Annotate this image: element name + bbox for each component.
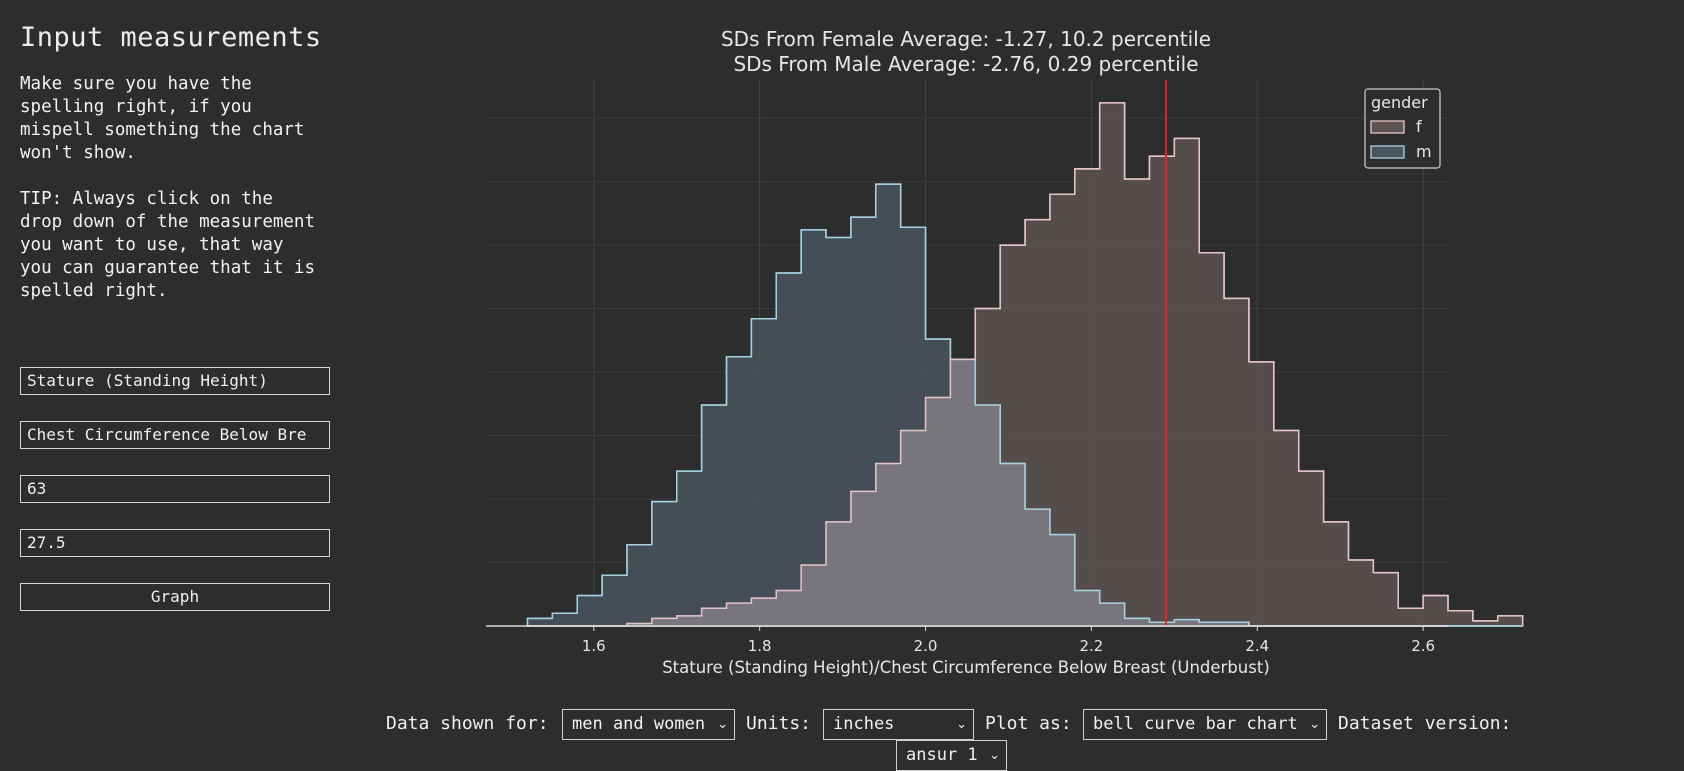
histogram-bars bbox=[526, 80, 1524, 627]
page-title: Input measurements bbox=[20, 22, 322, 53]
chevron-down-icon: ⌄ bbox=[956, 717, 967, 732]
histogram-chart: SDs From Female Average: -1.27, 10.2 per… bbox=[486, 27, 1524, 677]
legend-swatch-f bbox=[1370, 120, 1405, 134]
chevron-down-icon: ⌄ bbox=[1309, 717, 1320, 732]
plot-as-label: Plot as: bbox=[985, 713, 1072, 734]
legend-swatch-m bbox=[1370, 145, 1405, 159]
x-axis: 1.6 1.8 2.0 2.2 2.4 2.6 bbox=[486, 625, 1448, 655]
chevron-down-icon: ⌄ bbox=[717, 717, 728, 732]
value-2-input[interactable]: 27.5 bbox=[20, 529, 330, 557]
data-shown-select[interactable]: men and women ⌄ bbox=[562, 709, 735, 740]
units-value: inches bbox=[833, 714, 895, 734]
graph-button[interactable]: Graph bbox=[20, 583, 330, 611]
chart-title-line-1: SDs From Female Average: -1.27, 10.2 per… bbox=[721, 27, 1211, 51]
value-1-input[interactable]: 63 bbox=[20, 475, 330, 503]
chart-grid bbox=[486, 80, 1448, 626]
units-label: Units: bbox=[746, 713, 812, 734]
chart-title-line-2: SDs From Male Average: -2.76, 0.29 perce… bbox=[733, 52, 1198, 76]
plot-as-select[interactable]: bell curve bar chart ⌄ bbox=[1083, 709, 1327, 740]
help-text: Make sure you have the spelling right, i… bbox=[20, 74, 316, 301]
dataset-version-value: ansur 1 bbox=[906, 745, 978, 765]
legend-label-m: m bbox=[1416, 142, 1432, 161]
x-tick-label: 2.4 bbox=[1245, 637, 1269, 655]
plot-controls: Data shown for: men and women ⌄ Units: i… bbox=[0, 709, 1684, 771]
histogram-outline-f bbox=[527, 102, 1524, 627]
histogram-overlap bbox=[527, 359, 1523, 626]
x-tick-label: 2.2 bbox=[1079, 637, 1103, 655]
chart-legend[interactable]: gender f m bbox=[1364, 88, 1441, 169]
data-shown-value: men and women bbox=[572, 714, 706, 734]
chevron-down-icon: ⌄ bbox=[989, 748, 1000, 763]
measurement-1-input[interactable]: Stature (Standing Height) bbox=[20, 367, 330, 395]
legend-title: gender bbox=[1371, 93, 1428, 112]
sidebar: Input measurements Make sure you have th… bbox=[20, 0, 332, 303]
x-tick-label: 1.8 bbox=[748, 637, 772, 655]
x-tick-label: 1.6 bbox=[582, 637, 606, 655]
x-tick-label: 2.0 bbox=[914, 637, 938, 655]
dataset-version-select[interactable]: ansur 1 ⌄ bbox=[896, 740, 1007, 771]
histogram-outline-m bbox=[526, 183, 1523, 627]
units-select[interactable]: inches ⌄ bbox=[823, 709, 974, 740]
x-axis-label: Stature (Standing Height)/Chest Circumfe… bbox=[662, 658, 1270, 677]
measurement-2-input[interactable]: Chest Circumference Below Bre bbox=[20, 421, 330, 449]
dataset-version-label: Dataset version: bbox=[1338, 713, 1512, 734]
plot-as-value: bell curve bar chart bbox=[1093, 714, 1298, 734]
legend-label-f: f bbox=[1416, 117, 1422, 136]
x-tick-label: 2.6 bbox=[1411, 637, 1435, 655]
data-shown-label: Data shown for: bbox=[386, 713, 549, 734]
